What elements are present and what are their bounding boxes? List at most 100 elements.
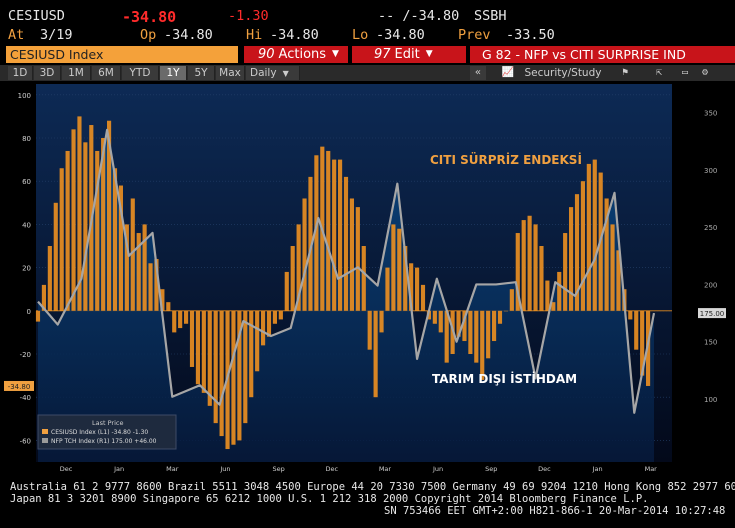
cesi-bar (367, 310, 372, 350)
export-icon[interactable]: ⇱ (655, 67, 663, 78)
x-tick-label: Jun (432, 465, 443, 473)
last-left-label: -34.80 (8, 383, 31, 391)
range-ytd[interactable]: YTD (122, 66, 159, 80)
cesi-bar (284, 271, 289, 311)
cesi-bar (349, 198, 354, 311)
cesi-bar (314, 155, 319, 311)
cesi-bar (438, 310, 443, 333)
function-bar: CESIUSD Index 90 Actions ▼ 97 Edit ▼ G 82 - … (0, 46, 735, 64)
nfp-line-group (37, 128, 656, 414)
flag-icon[interactable]: ⚑ (621, 67, 629, 78)
year-label: 2011 (50, 475, 67, 476)
cesi-bar (409, 263, 414, 311)
cesi-bar (527, 215, 532, 311)
cesi-bar (456, 310, 461, 337)
left-tick-label: -40 (20, 394, 31, 402)
legend-item-cesi: CESIUSD Index (L1) -34.80 -1.30 (51, 429, 148, 436)
range-1y[interactable]: 1Y (160, 66, 187, 80)
range-1d[interactable]: 1D (8, 66, 33, 80)
cesi-bar (403, 246, 408, 311)
left-tick-label: -60 (20, 437, 31, 445)
cesi-bar (515, 233, 520, 311)
window-icon[interactable]: ▭ (681, 67, 689, 78)
x-tick-label: Jun (219, 465, 230, 473)
cesi-bar (462, 310, 467, 342)
legend-title: Last Price (92, 419, 123, 427)
cesi-bar (266, 310, 272, 337)
footer-line-1: Australia 61 2 9777 8600 Brazil 5511 304… (10, 481, 735, 493)
cesi-bar (480, 310, 485, 380)
range-5y[interactable]: 5Y (188, 66, 215, 80)
range-max[interactable]: Max (216, 66, 245, 80)
range-1m[interactable]: 1M (62, 66, 91, 80)
open-value: -34.80 (164, 27, 213, 43)
gear-icon[interactable]: ⚙ (701, 67, 709, 78)
edit-menu[interactable]: 97 Edit ▼ (352, 46, 466, 63)
cesi-bar (545, 280, 550, 311)
cesi-bar (302, 198, 307, 311)
cesi-bar (574, 194, 580, 311)
x-tick-label: Dec (60, 465, 73, 473)
toolbar: 1D 3D 1M 6M YTD 1Y 5Y Max Daily ▼ « 📈 Sec… (0, 65, 735, 81)
cesi-bar (172, 310, 177, 333)
cesi-bar (255, 310, 260, 372)
prev-value: -33.50 (506, 27, 555, 43)
security-study-button[interactable]: Security/Study (524, 67, 602, 79)
cesi-bar (586, 163, 591, 311)
cesi-bar (195, 310, 200, 385)
range-3d[interactable]: 3D (34, 66, 61, 80)
year-label: 2014 (656, 475, 673, 476)
x-tick-label: Sep (272, 465, 284, 473)
high-label: Hi (246, 27, 263, 43)
cesi-bar (189, 310, 195, 367)
legend-item-nfp: NFP TCH Index (R1) 175.00 +46.00 (51, 438, 157, 445)
cesi-bar (592, 159, 597, 311)
cesi-bar (521, 220, 526, 311)
chart-area: 100 80 60 40 20 0 -20 -40 -60 350 300 250 200 150 100 D… (0, 82, 735, 483)
cesi-bar (420, 284, 426, 311)
security-field[interactable]: CESIUSD Index (6, 46, 238, 63)
date-label: At (8, 27, 25, 43)
collapse-button[interactable]: « (470, 66, 486, 80)
cesi-bar (616, 250, 621, 311)
annotation-citi: CITI SÜRPRİZ ENDEKSİ (430, 152, 582, 167)
cesi-bar (432, 310, 437, 324)
cesi-bar (468, 310, 473, 354)
cesi-bar (338, 159, 343, 311)
right-tick-label: 150 (704, 339, 717, 347)
frequency-select[interactable]: Daily ▼ (246, 66, 300, 80)
nfp-line (37, 128, 656, 414)
chevron-down-icon: ▼ (332, 49, 339, 59)
cesi-bar (249, 310, 254, 398)
cesi-bar (290, 246, 295, 311)
cesi-bar (136, 233, 141, 311)
open-label: Op (140, 27, 157, 43)
cesi-bar (492, 310, 497, 342)
cesi-bar (71, 129, 76, 311)
date-value: 3/19 (40, 27, 73, 43)
footer-line-2: Japan 81 3 3201 8900 Singapore 65 6212 1… (10, 493, 649, 505)
chevron-down-icon: ▼ (425, 49, 433, 59)
x-tick-label: Mar (379, 465, 392, 473)
cesi-bar (533, 224, 538, 311)
legend-swatch-cesi (42, 429, 48, 434)
cesi-bar (243, 310, 248, 424)
cesi-bar (551, 302, 556, 311)
actions-menu[interactable]: 90 Actions ▼ (244, 46, 348, 63)
cesi-bar (130, 198, 135, 311)
actions-label: Actions (278, 47, 327, 62)
bid-ask: -- /-34.80 (378, 8, 460, 24)
cesi-bar (213, 310, 218, 424)
line-chart-icon[interactable]: 📈 (501, 67, 515, 78)
cesi-bar (385, 267, 390, 311)
cesi-bar (207, 310, 212, 406)
cesi-bar (160, 289, 165, 311)
footer-line-3: SN 753466 EET GMT+2:00 H821-866-1 20-Mar… (384, 505, 726, 517)
cesi-bar (361, 246, 366, 311)
last-value-badges: -34.80 175.00 (4, 308, 726, 391)
range-6m[interactable]: 6M (92, 66, 121, 80)
cesi-bar (178, 310, 183, 329)
x-tick-label: Dec (326, 465, 339, 473)
cesi-bar (503, 310, 508, 312)
cesi-bar (201, 310, 206, 393)
